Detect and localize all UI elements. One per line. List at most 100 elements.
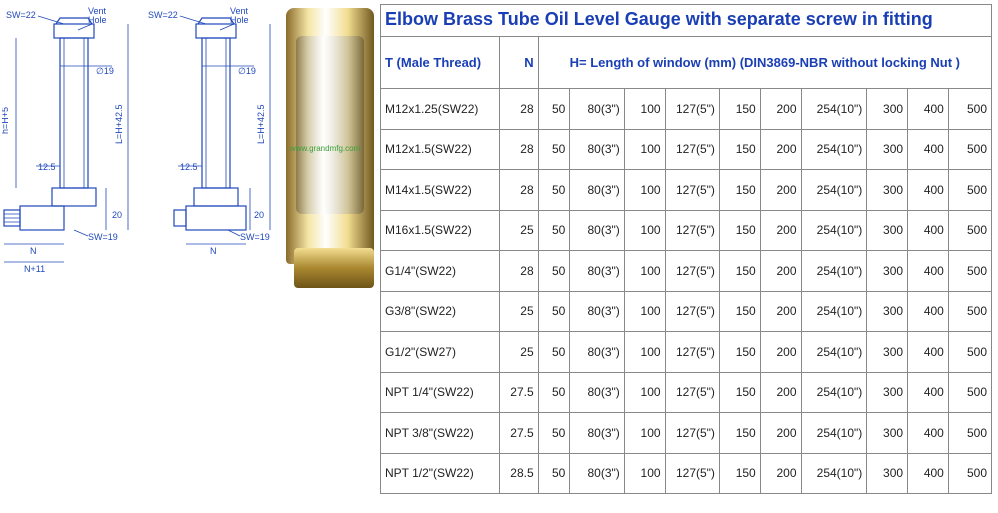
- cell-n: 28: [500, 170, 539, 211]
- cell-h: 500: [948, 453, 991, 494]
- table-row: M14x1.5(SW22)285080(3")100127(5")1502002…: [381, 170, 992, 211]
- cell-h: 80(3"): [570, 413, 624, 454]
- cell-h: 200: [760, 413, 801, 454]
- cell-thread: M12x1.5(SW22): [381, 129, 500, 170]
- cell-h: 100: [624, 210, 665, 251]
- tech-drawing-2: SW=22 VentHole ∅19 L=H+42.5 12.5 20 SW=1…: [144, 4, 284, 509]
- label-n11-1: N+11: [24, 264, 45, 274]
- cell-h: 400: [908, 89, 949, 130]
- cell-h: 127(5"): [665, 251, 719, 292]
- cell-h: 200: [760, 291, 801, 332]
- cell-h: 50: [538, 129, 570, 170]
- cell-h: 254(10"): [801, 413, 867, 454]
- cell-h: 200: [760, 251, 801, 292]
- cell-h: 300: [867, 291, 908, 332]
- cell-h: 400: [908, 251, 949, 292]
- cell-h: 254(10"): [801, 129, 867, 170]
- cell-h: 300: [867, 372, 908, 413]
- cell-h: 150: [719, 89, 760, 130]
- cell-h: 300: [867, 413, 908, 454]
- cell-h: 100: [624, 251, 665, 292]
- label-sw22-2: SW=22: [148, 10, 178, 20]
- table-title: Elbow Brass Tube Oil Level Gauge with se…: [380, 4, 992, 36]
- table-row: M12x1.25(SW22)285080(3")100127(5")150200…: [381, 89, 992, 130]
- cell-h: 80(3"): [570, 251, 624, 292]
- cell-n: 27.5: [500, 413, 539, 454]
- cell-h: 127(5"): [665, 413, 719, 454]
- cell-h: 300: [867, 170, 908, 211]
- table-row: M12x1.5(SW22)285080(3")100127(5")1502002…: [381, 129, 992, 170]
- cell-h: 400: [908, 332, 949, 373]
- cell-h: 80(3"): [570, 210, 624, 251]
- cell-h: 400: [908, 413, 949, 454]
- cell-h: 200: [760, 453, 801, 494]
- cell-h: 500: [948, 210, 991, 251]
- col-header-h: H= Length of window (mm) (DIN3869-NBR wi…: [538, 37, 991, 89]
- label-d19-2: ∅19: [238, 66, 256, 76]
- cell-h: 100: [624, 372, 665, 413]
- product-photo: www.grandmfg.com: [286, 8, 374, 264]
- photo-fitting: [294, 248, 374, 288]
- cell-h: 127(5"): [665, 291, 719, 332]
- cell-thread: NPT 3/8"(SW22): [381, 413, 500, 454]
- cell-h: 80(3"): [570, 129, 624, 170]
- cell-h: 127(5"): [665, 89, 719, 130]
- cell-h: 80(3"): [570, 332, 624, 373]
- cell-h: 80(3"): [570, 170, 624, 211]
- cell-h: 100: [624, 332, 665, 373]
- label-125-2: 12.5: [180, 162, 198, 172]
- cell-thread: M12x1.25(SW22): [381, 89, 500, 130]
- photo-tube: [286, 8, 374, 264]
- cell-h: 127(5"): [665, 210, 719, 251]
- cell-h: 200: [760, 89, 801, 130]
- cell-thread: G1/2"(SW27): [381, 332, 500, 373]
- table-row: G3/8"(SW22)255080(3")100127(5")150200254…: [381, 291, 992, 332]
- label-20-2: 20: [254, 210, 264, 220]
- cell-h: 500: [948, 332, 991, 373]
- cell-h: 150: [719, 291, 760, 332]
- right-pane: Elbow Brass Tube Oil Level Gauge with se…: [378, 0, 998, 513]
- cell-h: 200: [760, 332, 801, 373]
- cell-h: 300: [867, 453, 908, 494]
- label-n-1: N: [30, 246, 37, 256]
- label-20-1: 20: [112, 210, 122, 220]
- table-row: G1/4"(SW22)285080(3")100127(5")150200254…: [381, 251, 992, 292]
- cell-h: 400: [908, 372, 949, 413]
- cell-h: 200: [760, 129, 801, 170]
- cell-h: 200: [760, 372, 801, 413]
- cell-n: 28: [500, 251, 539, 292]
- col-header-t: T (Male Thread): [381, 37, 500, 89]
- cell-h: 254(10"): [801, 332, 867, 373]
- cell-h: 150: [719, 251, 760, 292]
- cell-h: 254(10"): [801, 170, 867, 211]
- cell-h: 400: [908, 291, 949, 332]
- cell-h: 150: [719, 453, 760, 494]
- cell-h: 80(3"): [570, 89, 624, 130]
- cell-h: 500: [948, 89, 991, 130]
- cell-h: 254(10"): [801, 251, 867, 292]
- cell-h: 127(5"): [665, 332, 719, 373]
- cell-h: 254(10"): [801, 210, 867, 251]
- cell-h: 50: [538, 210, 570, 251]
- cell-h: 200: [760, 210, 801, 251]
- cell-h: 50: [538, 251, 570, 292]
- cell-n: 25: [500, 332, 539, 373]
- cell-thread: G3/8"(SW22): [381, 291, 500, 332]
- col-header-n: N: [500, 37, 539, 89]
- cell-h: 500: [948, 372, 991, 413]
- cell-h: 400: [908, 170, 949, 211]
- cell-thread: M14x1.5(SW22): [381, 170, 500, 211]
- cell-h: 500: [948, 413, 991, 454]
- cell-h: 80(3"): [570, 453, 624, 494]
- cell-h: 80(3"): [570, 291, 624, 332]
- cell-h: 100: [624, 170, 665, 211]
- cell-h: 80(3"): [570, 372, 624, 413]
- cell-h: 300: [867, 210, 908, 251]
- cell-h: 127(5"): [665, 372, 719, 413]
- cell-h: 100: [624, 129, 665, 170]
- cell-h: 150: [719, 170, 760, 211]
- cell-h: 254(10"): [801, 89, 867, 130]
- label-sw19-2: SW=19: [240, 232, 270, 242]
- cell-h: 50: [538, 332, 570, 373]
- cell-h: 300: [867, 251, 908, 292]
